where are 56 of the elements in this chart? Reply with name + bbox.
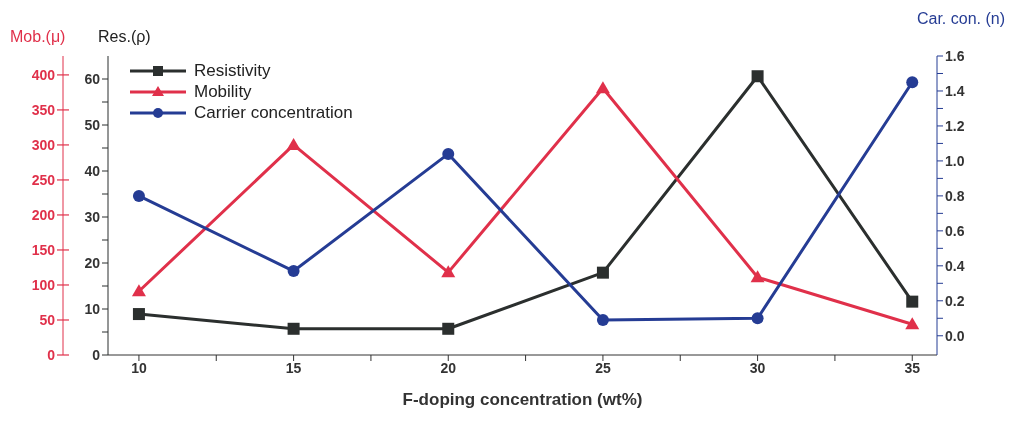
- y2-tick-label: 0.6: [945, 222, 965, 239]
- point: [286, 137, 301, 150]
- y-axis-title: Res.(ρ): [98, 28, 151, 46]
- y2-tick-label: 1.6: [945, 47, 965, 64]
- y3-tick-label: 200: [31, 206, 56, 223]
- y-tick-label: 10: [84, 300, 101, 317]
- point: [906, 295, 919, 308]
- point: [595, 81, 610, 94]
- y-tick-label: 20: [84, 254, 101, 271]
- x-tick-label: 10: [131, 359, 147, 376]
- y3-tick-label: 300: [31, 136, 56, 153]
- y-tick-label: 60: [84, 70, 101, 87]
- y-tick-label: 0: [92, 346, 101, 363]
- y2-tick-label: 0.4: [945, 257, 965, 274]
- y3-tick-label: 350: [31, 101, 56, 118]
- point: [905, 317, 920, 330]
- y3-tick-label: 50: [39, 311, 56, 328]
- point: [751, 312, 764, 325]
- y2-tick-label: 0.0: [945, 327, 965, 344]
- x-axis-title: F-doping concentration (wt%): [402, 390, 643, 409]
- point: [441, 265, 456, 278]
- point: [131, 284, 146, 297]
- point: [287, 265, 300, 278]
- x-tick-label: 35: [904, 359, 921, 376]
- y3-tick-label: 250: [31, 171, 56, 188]
- legend-label: Resistivity: [194, 60, 271, 81]
- y2-tick-label: 0.8: [945, 187, 965, 204]
- x-tick-label: 15: [285, 359, 302, 376]
- point: [287, 322, 300, 335]
- point: [132, 308, 145, 321]
- y3-tick-label: 100: [31, 276, 56, 293]
- legend-label: Mobility: [194, 81, 252, 102]
- point: [442, 322, 455, 335]
- point: [750, 270, 765, 283]
- y2-tick-label: 0.2: [945, 292, 965, 309]
- y-tick-label: 30: [84, 208, 101, 225]
- y2-tick-label: 1.4: [945, 82, 965, 99]
- x-tick-label: 20: [440, 359, 457, 376]
- y3-axis-title: Mob.(μ): [10, 28, 66, 46]
- point: [132, 189, 145, 202]
- y2-tick-label: 1.2: [945, 117, 965, 134]
- point: [751, 70, 764, 83]
- y2-axis-title: Car. con. (n): [916, 10, 1005, 28]
- x-tick-label: 30: [749, 359, 766, 376]
- point: [906, 76, 919, 89]
- y2-tick-label: 1.0: [945, 152, 965, 169]
- y-tick-label: 50: [84, 116, 101, 133]
- legend-label: Carrier concentration: [194, 102, 353, 123]
- y3-tick-label: 400: [31, 66, 56, 83]
- x-tick-label: 25: [595, 359, 611, 376]
- y3-tick-label: 150: [31, 241, 56, 258]
- point: [596, 266, 609, 279]
- y3-tick-label: 0: [47, 346, 56, 363]
- point: [442, 147, 455, 160]
- point: [596, 314, 609, 327]
- y-tick-label: 40: [84, 162, 101, 179]
